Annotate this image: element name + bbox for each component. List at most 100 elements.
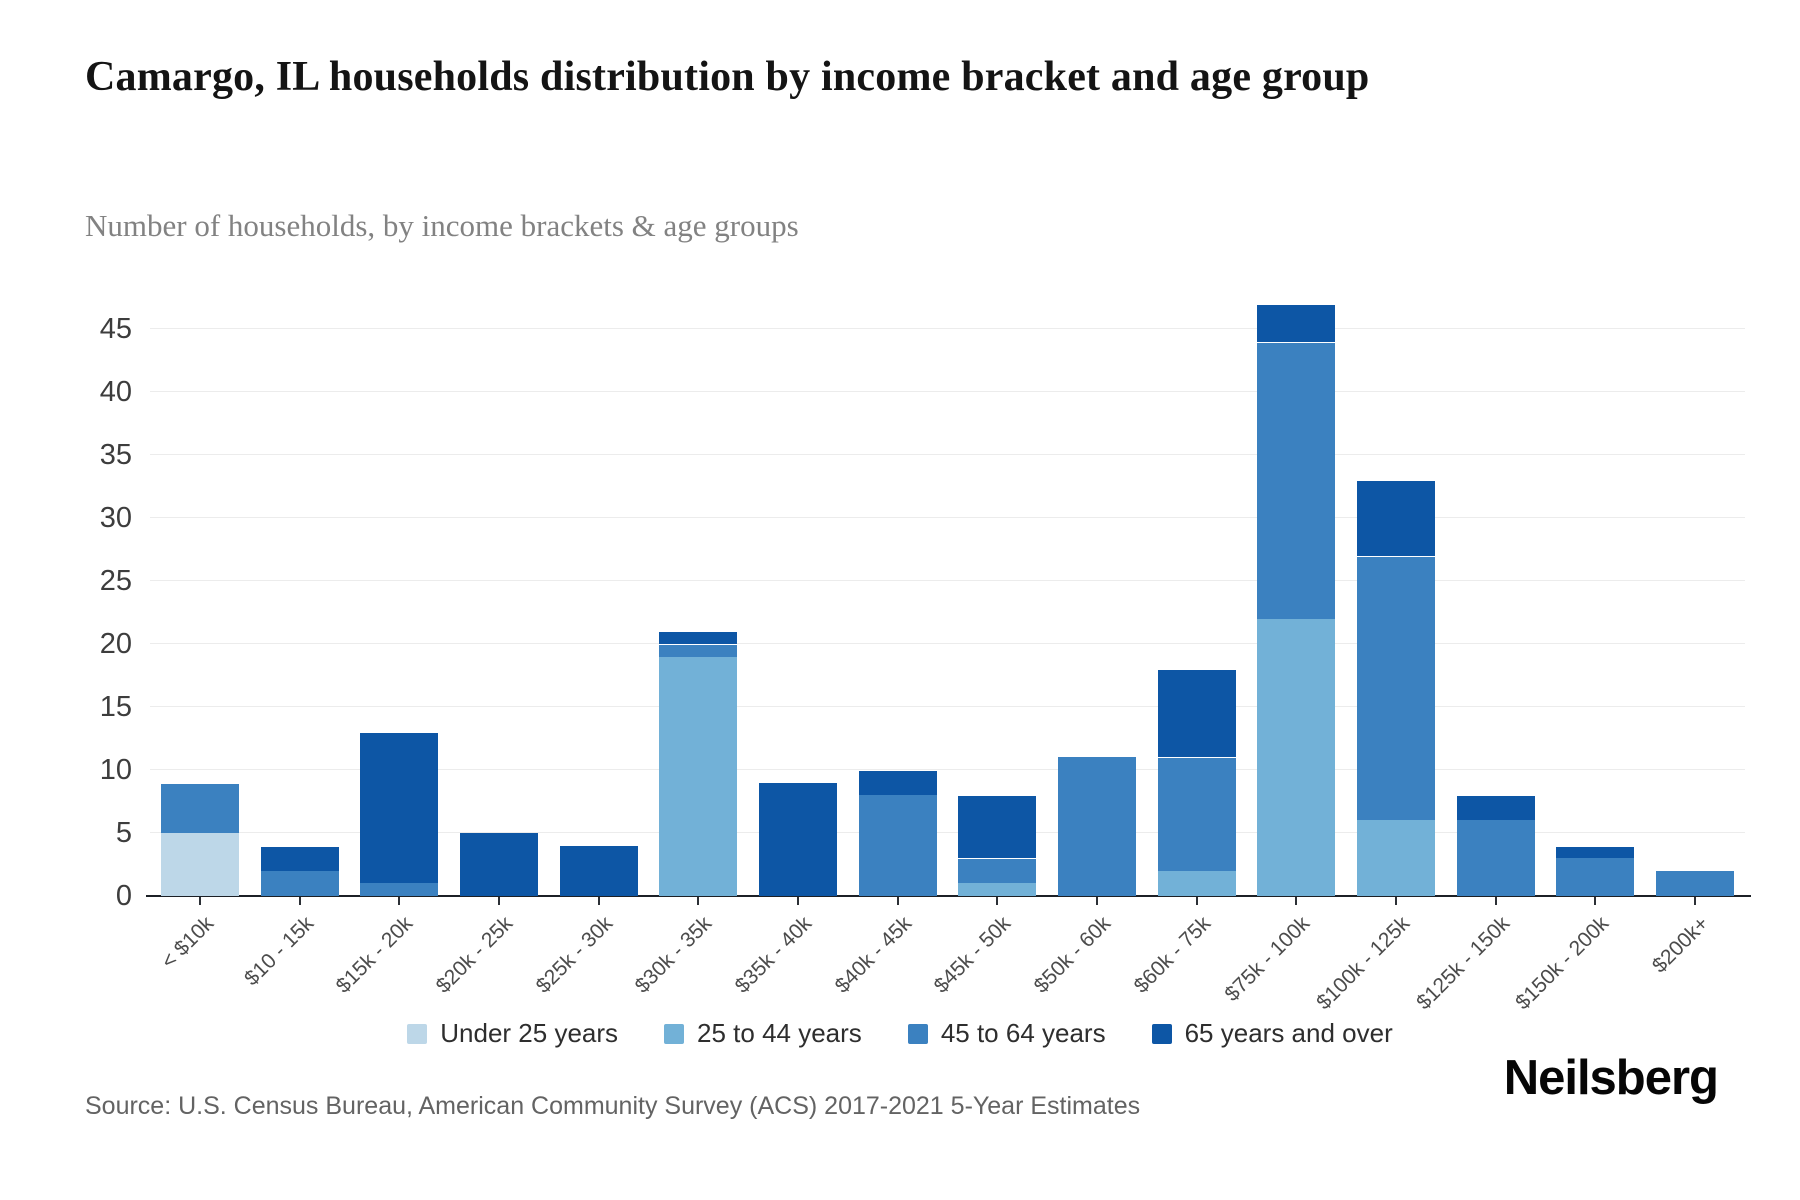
gridline-y-5 (150, 832, 1745, 833)
bar-6 (659, 265, 738, 896)
gridline-y-30 (150, 517, 1745, 518)
bar-segment[interactable] (958, 883, 1037, 896)
y-axis-label: 15 (99, 691, 132, 723)
legend-item[interactable]: 65 years and over (1151, 1018, 1393, 1049)
bar-16 (1656, 265, 1735, 896)
bar-segment[interactable] (1556, 845, 1635, 859)
bar-10 (1058, 265, 1137, 896)
x-axis-tick (996, 897, 999, 905)
legend: Under 25 years 25 to 44 years 45 to 64 yea… (0, 1018, 1800, 1049)
gridline-y-15 (150, 706, 1745, 707)
bar-5 (559, 265, 638, 896)
x-axis-tick (1694, 897, 1697, 905)
plot-area: 0 5 10 15 20 25 30 35 40 45 < $10k $10 - 15k $15k - … (100, 265, 1751, 1014)
x-axis-tick (1295, 897, 1298, 905)
bar-segment[interactable] (1357, 480, 1436, 556)
bar-segment[interactable] (1656, 870, 1735, 896)
bar-segment[interactable] (160, 833, 239, 896)
legend-swatch-icon (907, 1023, 928, 1044)
bar-segment[interactable] (459, 833, 538, 896)
x-axis-tick (298, 897, 301, 905)
x-axis-tick (198, 897, 201, 905)
bar-segment[interactable] (1157, 757, 1236, 871)
bar-segment[interactable] (260, 845, 339, 871)
gridline-y-45 (150, 328, 1745, 329)
bar-segment[interactable] (1556, 858, 1635, 896)
source-note: Source: U.S. Census Bureau, American Com… (85, 1092, 1141, 1120)
y-axis-label: 5 (115, 817, 132, 849)
bar-segment[interactable] (1456, 820, 1535, 896)
bar-segment[interactable] (958, 858, 1037, 884)
x-axis-tick (1494, 897, 1497, 905)
y-axis-label: 0 (115, 880, 132, 912)
bar-segment[interactable] (260, 870, 339, 896)
bar-7 (758, 265, 837, 896)
gridline-y-35 (150, 454, 1745, 455)
bar-segment[interactable] (160, 782, 239, 833)
bar-segment[interactable] (559, 845, 638, 896)
y-axis-label: 40 (99, 376, 132, 408)
chart-subtitle: Number of households, by income brackets… (85, 208, 799, 243)
bar-segment[interactable] (1157, 870, 1236, 896)
bar-segment[interactable] (659, 644, 738, 657)
bar-segment[interactable] (360, 883, 439, 896)
legend-swatch-icon (664, 1023, 685, 1044)
legend-label: 45 to 64 years (940, 1018, 1106, 1048)
gridline-y-20 (150, 643, 1745, 644)
x-axis-tick (697, 897, 700, 905)
chart-title: Camargo, IL households distribution by i… (85, 54, 1370, 100)
bar-12 (1257, 265, 1336, 896)
bar-segment[interactable] (1257, 341, 1336, 619)
gridline-y-40 (150, 391, 1745, 392)
bar-segment[interactable] (858, 770, 937, 796)
legend-item[interactable]: Under 25 years (407, 1018, 618, 1049)
x-axis-tick (1395, 897, 1398, 905)
legend-label: Under 25 years (440, 1018, 619, 1048)
bar-segment[interactable] (1357, 820, 1436, 896)
y-axis-label: 45 (99, 313, 132, 345)
x-axis-tick (1195, 897, 1198, 905)
bar-segment[interactable] (1257, 303, 1336, 342)
x-axis-tick (497, 897, 500, 905)
bar-segment[interactable] (758, 782, 837, 896)
bar-segment[interactable] (1157, 669, 1236, 758)
bar-segment[interactable] (360, 732, 439, 884)
bar-segment[interactable] (858, 795, 937, 896)
bar-11 (1157, 265, 1236, 896)
bar-2 (260, 265, 339, 896)
bar-13 (1357, 265, 1436, 896)
bar-1 (160, 265, 239, 896)
bar-segment[interactable] (1456, 795, 1535, 821)
x-axis-tick (398, 897, 401, 905)
bar-15 (1556, 265, 1635, 896)
bar-segment[interactable] (1357, 555, 1436, 821)
x-axis-tick (1096, 897, 1099, 905)
legend-swatch-icon (1151, 1023, 1172, 1044)
x-axis-tick (896, 897, 899, 905)
y-axis-label: 10 (99, 754, 132, 786)
legend-item[interactable]: 25 to 44 years (664, 1018, 862, 1049)
x-axis-line (146, 895, 1751, 897)
x-axis-tick (597, 897, 600, 905)
bar-segment[interactable] (958, 795, 1037, 859)
legend-item[interactable]: 45 to 64 years (907, 1018, 1106, 1049)
bar-segment[interactable] (659, 631, 738, 644)
bar-3 (360, 265, 439, 896)
bar-14 (1456, 265, 1535, 896)
bar-4 (459, 265, 538, 896)
legend-label: 65 years and over (1184, 1018, 1393, 1048)
bar-9 (958, 265, 1037, 896)
y-axis-label: 25 (99, 565, 132, 597)
y-axis-label: 35 (99, 439, 132, 471)
legend-label: 25 to 44 years (697, 1018, 862, 1048)
x-axis-tick (1594, 897, 1597, 905)
bar-segment[interactable] (1058, 757, 1137, 896)
brand-logo: Neilsberg (1503, 1051, 1719, 1105)
gridline-y-10 (150, 769, 1745, 770)
bar-segment[interactable] (659, 656, 738, 896)
gridline-y-25 (150, 580, 1745, 581)
bar-segment[interactable] (1257, 618, 1336, 896)
legend-swatch-icon (407, 1023, 428, 1044)
y-axis-label: 30 (99, 502, 132, 534)
